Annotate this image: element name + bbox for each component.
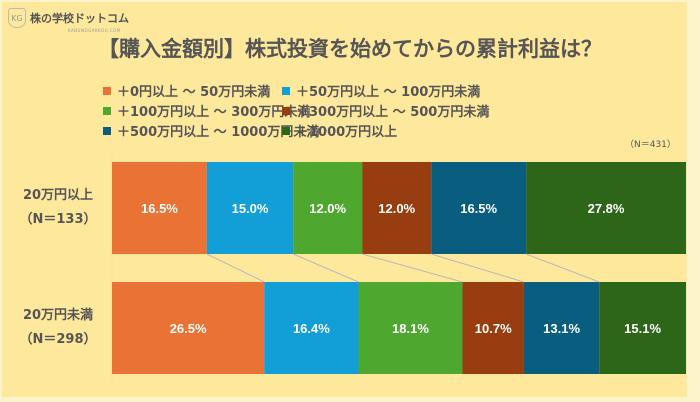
- bar-segment: [293, 162, 363, 254]
- bar-segment: [206, 162, 294, 254]
- legend-label: ＋1000万円以上: [296, 125, 398, 140]
- data-label: 15.0%: [232, 201, 269, 216]
- data-label: 16.5%: [460, 201, 497, 216]
- bar-segment: [112, 282, 265, 374]
- legend-swatch: [103, 86, 111, 95]
- bar-segment: [523, 282, 600, 374]
- data-label: 13.1%: [543, 321, 580, 336]
- bar-segment: [462, 282, 524, 374]
- data-label: 15.1%: [624, 321, 661, 336]
- category-n: （N＝298）: [19, 332, 97, 347]
- bar-segment: [431, 162, 527, 254]
- legend-label: ＋500万円以上 ～ 1000万円未満: [117, 125, 320, 140]
- category-name: 20万円未満: [22, 308, 94, 323]
- logo-mark-icon: KG: [8, 8, 26, 28]
- legend-swatch: [282, 86, 290, 95]
- data-label: 10.7%: [475, 321, 512, 336]
- logo: KG 株の学校ドットコム KABUNOGAKKOU.COM: [8, 8, 129, 33]
- legend-item: ＋50万円以上 ～ 100万円未満: [282, 81, 480, 100]
- legend-item: ＋100万円以上 ～ 300万円未満: [103, 101, 310, 120]
- data-label: 12.0%: [378, 201, 415, 216]
- series-line: [206, 253, 265, 283]
- legend-item: ＋0円以上 ～ 50万円未満: [103, 81, 270, 100]
- logo-name: 株の学校ドットコム: [30, 12, 129, 25]
- data-label: 26.5%: [170, 321, 207, 336]
- legend-swatch: [282, 106, 290, 115]
- bar-segment: [599, 282, 686, 374]
- legend-item: ＋500万円以上 ～ 1000万円未満: [103, 121, 319, 140]
- legend-swatch: [282, 126, 290, 135]
- legend-label: ＋300万円以上 ～ 500万円未満: [296, 105, 490, 120]
- chart-title: 【購入金額別】株式投資を始めてからの累計利益は？: [98, 37, 602, 61]
- category-label: 20万円未満 （N＝298）: [8, 304, 108, 352]
- bar-segment: [358, 282, 463, 374]
- legend-swatch: [103, 126, 111, 135]
- data-label: 27.8%: [588, 201, 625, 216]
- sample-size-note: （N＝431）: [625, 140, 676, 150]
- bar-segment: [112, 162, 207, 254]
- series-line: [362, 253, 463, 283]
- data-label: 12.0%: [309, 201, 346, 216]
- legend-label: ＋0円以上 ～ 50万円未満: [117, 85, 271, 100]
- logo-sub: KABUNOGAKKOU.COM: [68, 28, 121, 33]
- bar-segment: [264, 282, 359, 374]
- data-label: 16.5%: [141, 201, 178, 216]
- legend-label: ＋100万円以上 ～ 300万円未満: [117, 105, 311, 120]
- data-label: 16.4%: [293, 321, 330, 336]
- legend-item: ＋300万円以上 ～ 500万円未満: [282, 101, 489, 120]
- data-label: 18.1%: [392, 321, 429, 336]
- legend-item: ＋1000万円以上: [282, 121, 397, 140]
- series-line: [292, 253, 359, 283]
- series-line: [431, 253, 525, 283]
- category-label: 20万円以上 （N＝133）: [8, 184, 108, 232]
- series-line: [525, 253, 600, 283]
- bar-segment: [526, 162, 686, 254]
- legend-swatch: [103, 106, 111, 115]
- bar-segment: [362, 162, 432, 254]
- category-n: （N＝133）: [19, 212, 97, 227]
- legend-label: ＋50万円以上 ～ 100万円未満: [296, 85, 481, 100]
- category-name: 20万円以上: [22, 188, 94, 203]
